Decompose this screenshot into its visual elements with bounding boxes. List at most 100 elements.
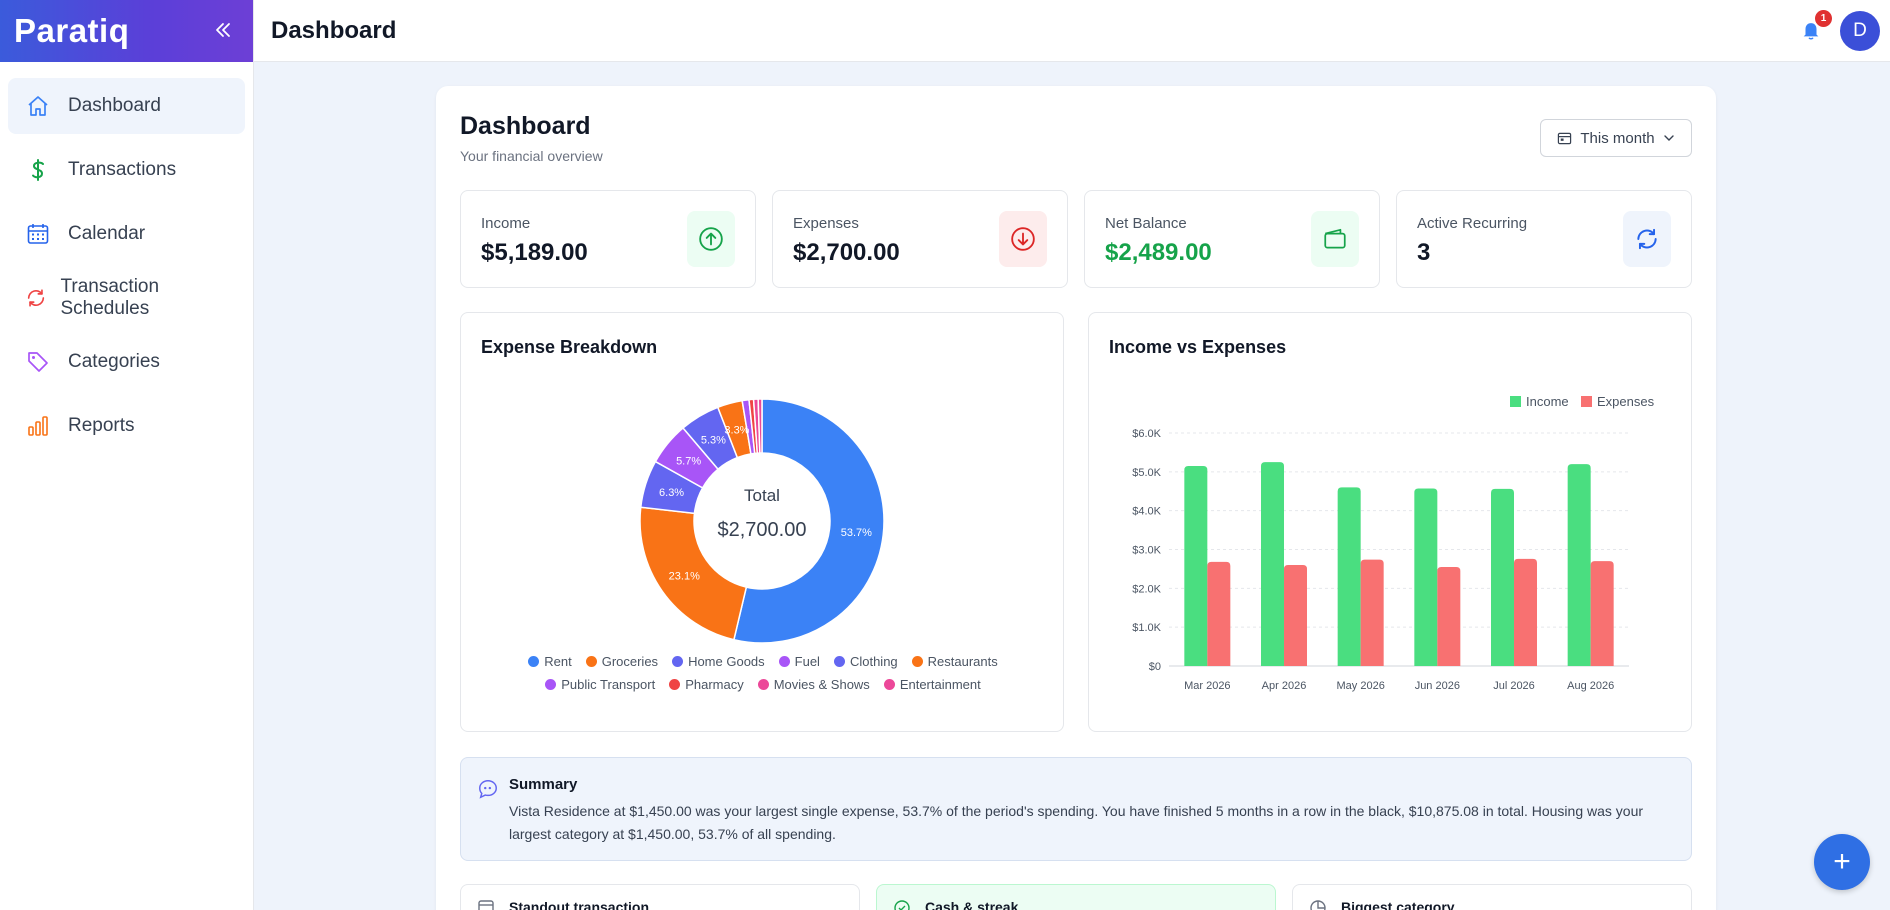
sidebar-item-calendar[interactable]: Calendar [8,206,245,262]
period-label: This month [1580,129,1655,147]
receipt-icon [478,900,494,910]
legend-swatch [585,656,597,667]
bar-expenses-jun-2026[interactable] [1437,566,1461,666]
bottom-card-label: Cash & streak [925,899,1019,910]
double-chevron-left-icon [216,23,230,37]
legend-item-restaurants[interactable]: Restaurants [911,654,998,669]
legend-swatch [757,679,769,690]
avatar[interactable]: D [1840,11,1880,51]
legend-swatch [1510,396,1521,407]
biggest-category-card[interactable]: Biggest category [1292,884,1692,910]
dollar-icon [24,156,52,184]
bar-income-jul-2026[interactable] [1491,488,1514,666]
legend-label-income[interactable]: Income [1526,394,1569,409]
stat-card-active-recurring: Active Recurring 3 [1396,190,1692,288]
app-logo[interactable]: Paratiq [14,12,130,49]
legend-swatch [545,679,557,690]
legend-item-public-transport[interactable]: Public Transport [545,677,655,692]
chevron-down-icon [1663,135,1674,141]
summary-text: Vista Residence at $1,450.00 was your la… [509,803,1644,842]
sidebar-item-reports[interactable]: Reports [8,398,245,454]
income-expenses-bar-chart: Income Expenses $0 $1.0K $2.0K $3.0K $4.0K $5.… [1132,394,1655,692]
legend-item-clothing[interactable]: Clothing [833,654,898,669]
bar-expenses-mar-2026[interactable] [1207,561,1231,666]
bell-icon [1803,23,1819,40]
sidebar-item-transactions[interactable]: Transactions [8,142,245,198]
panel-title: Expense Breakdown [481,337,658,357]
bar-income-aug-2026[interactable] [1567,464,1591,666]
sidebar-item-label: Transaction Schedules [60,276,160,319]
stat-value: $5,189.00 [481,239,588,266]
stat-value: $2,700.00 [793,239,900,266]
x-tick-label: Mar 2026 [1184,680,1230,692]
bar-expenses-may-2026[interactable] [1360,559,1384,666]
sidebar: Paratiq Dashboard Transactions Calendar [0,0,254,910]
sidebar-item-label: Transactions [68,159,177,180]
bar-income-mar-2026[interactable] [1184,466,1208,666]
page-title: Dashboard [271,16,397,44]
calendar-icon [24,220,52,248]
sidebar-item-categories[interactable]: Categories [8,334,245,390]
pie-center-value: $2,700.00 [718,519,807,541]
income-vs-expenses-panel: Income vs Expenses Income Expenses $0 $1.0… [1088,312,1692,732]
legend-label: Fuel [794,654,820,669]
legend-item-rent[interactable]: Rent [528,654,572,669]
bar-income-apr-2026[interactable] [1261,462,1284,666]
pie-center-label: Total [744,486,780,505]
period-select[interactable]: This month [1540,119,1692,157]
legend-swatch [672,656,684,667]
home-icon [24,92,52,120]
legend-label: Groceries [601,654,659,669]
legend-item-fuel[interactable]: Fuel [778,654,820,669]
notifications-button[interactable]: 1 [1800,10,1832,44]
sidebar-item-transaction-schedules[interactable]: Transaction Schedules [8,270,245,326]
bar-expenses-apr-2026[interactable] [1284,565,1307,666]
stat-label: Net Balance [1105,215,1187,232]
cash-streak-card[interactable]: Cash & streak [876,884,1276,910]
pie-slice-rent[interactable] [732,398,885,644]
x-tick-label: Jun 2026 [1415,680,1460,692]
bar-expenses-aug-2026[interactable] [1590,561,1614,666]
legend-item-groceries[interactable]: Groceries [585,654,659,669]
y-tick-label: $6.0K [1132,428,1161,440]
bottom-card-label: Biggest category [1341,899,1455,910]
summary-box: Summary Vista Residence at $1,450.00 was… [460,757,1692,861]
sidebar-item-dashboard[interactable]: Dashboard [8,78,245,134]
pie-slice-label: 6.3% [659,487,684,499]
arrow-down-icon [999,211,1047,267]
sidebar-nav: Dashboard Transactions Calendar Transact… [0,62,253,478]
pie-slice-entertainment[interactable] [757,398,763,454]
legend-item-home-goods[interactable]: Home Goods [672,654,765,669]
legend-label-expenses[interactable]: Expenses [1597,394,1655,409]
legend-item-pharmacy[interactable]: Pharmacy [669,677,744,692]
legend-label: Pharmacy [685,677,744,692]
bar-income-may-2026[interactable] [1337,487,1361,666]
legend-swatch [883,679,895,690]
legend-swatch [528,656,540,667]
bar-chart-icon [24,412,52,440]
bar-income-jun-2026[interactable] [1414,488,1438,666]
legend-item-entertainment[interactable]: Entertainment [883,677,981,692]
y-tick-label: $4.0K [1132,506,1161,518]
add-transaction-button[interactable]: + [1814,834,1870,890]
bar-expenses-jul-2026[interactable] [1514,558,1537,666]
expense-pie-chart: 53.7% 23.1% 6.3% 5.7%5.3%3.3% Total $2,700.… [639,398,885,644]
legend-label: Clothing [849,654,898,669]
pie-slice-groceries[interactable] [639,506,748,641]
stat-card-expenses: Expenses $2,700.00 [772,190,1068,288]
legend-item-movies-shows[interactable]: Movies & Shows [757,677,870,692]
standout-transaction-card[interactable]: Standout transaction [460,884,860,910]
dashboard-subtitle: Your financial overview [460,148,603,164]
pie-slice-label: 53.7% [841,527,872,539]
legend-swatch [1581,396,1592,407]
legend-swatch [669,679,681,690]
wallet-icon [1311,211,1359,267]
y-tick-label: $1.0K [1132,622,1161,634]
panel-title: Income vs Expenses [1109,337,1287,357]
check-circle-icon [894,900,910,910]
dashboard-title: Dashboard [460,112,591,140]
topbar: Dashboard 1 D [254,0,1890,62]
stat-card-net-balance: Net Balance $2,489.00 [1084,190,1380,288]
x-tick-label: Jul 2026 [1493,680,1535,692]
collapse-sidebar-button[interactable] [213,18,233,44]
